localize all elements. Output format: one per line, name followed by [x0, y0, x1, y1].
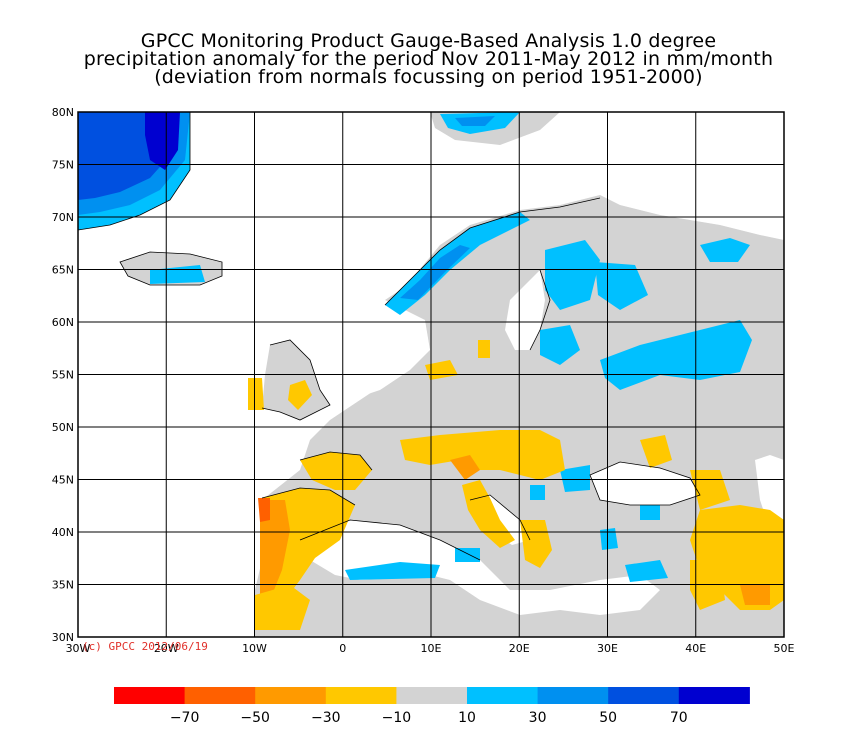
- lon-tick-label: 0: [339, 642, 346, 655]
- lat-tick-label: 70N: [52, 211, 74, 224]
- colorbar-swatch: [255, 687, 327, 704]
- finland-blue: [545, 240, 600, 310]
- colorbar-tick-label: 30: [528, 710, 547, 726]
- caucasus-orange: [690, 505, 784, 610]
- colorbar-tick-label: 50: [599, 710, 618, 726]
- black-sea: [590, 462, 700, 505]
- lat-tick-label: 65N: [52, 264, 74, 277]
- iran-dark-orange: [740, 585, 770, 605]
- lat-tick-label: 60N: [52, 316, 74, 329]
- colorbar: [114, 687, 750, 704]
- baltic-orange: [478, 340, 490, 358]
- sweden-south-blue: [540, 325, 580, 365]
- lon-tick-label: 30W: [66, 642, 91, 655]
- central-europe-orange: [400, 430, 565, 480]
- lat-tick-label: 75N: [52, 159, 74, 172]
- lon-tick-label: 40E: [685, 642, 706, 655]
- colorbar-tick-label: 10: [458, 710, 476, 726]
- baltic-sea: [505, 270, 545, 350]
- lon-tick-label: 50E: [774, 642, 795, 655]
- colorbar-swatch: [325, 687, 397, 704]
- east-europe-orange: [640, 435, 672, 468]
- portugal-dark-orange: [258, 498, 270, 522]
- graticule: [77, 111, 785, 638]
- arctic-russia-blue: [700, 238, 750, 262]
- balkans-blue: [530, 485, 545, 500]
- colorbar-tick-label: −50: [240, 710, 270, 726]
- colorbar-swatch: [184, 687, 256, 704]
- north-sea: [330, 320, 430, 400]
- colorbar-tick-label: −30: [311, 710, 341, 726]
- anomaly-fields: [78, 112, 784, 637]
- lon-tick-label: 10E: [421, 642, 442, 655]
- map-title-line3: (deviation from normals focussing on per…: [154, 66, 703, 88]
- colorbar-swatch: [678, 687, 750, 704]
- italy-orange: [462, 480, 515, 548]
- colorbar-tick-label: −10: [381, 710, 412, 726]
- colorbar-swatch: [467, 687, 539, 704]
- copyright-note: (c) GPCC 2012/06/19: [82, 640, 208, 653]
- colorbar-swatch: [396, 687, 468, 704]
- uk-east-orange: [288, 380, 312, 410]
- lat-tick-label: 80N: [52, 106, 74, 119]
- russia-west-blue: [600, 320, 752, 390]
- greenland-navy: [145, 112, 180, 170]
- lon-tick-label: 30E: [597, 642, 618, 655]
- colorbar-tick-label: −70: [169, 710, 200, 726]
- north-africa-blue: [345, 562, 440, 580]
- cyprus-blue: [625, 560, 668, 582]
- alps-orange: [450, 455, 480, 480]
- lon-tick-label: 20W: [154, 642, 179, 655]
- lat-tick-label: 35N: [52, 579, 74, 592]
- map-frame: [77, 111, 785, 638]
- north-africa-orange: [255, 585, 310, 630]
- lon-tick-label: 20E: [509, 642, 530, 655]
- colorbar-tick-label: 70: [669, 710, 688, 726]
- coastlines: [77, 112, 701, 561]
- lon-tick-label: 10W: [242, 642, 267, 655]
- longitude-axis: 30W 20W 10W 0 10E 20E 30E 40E 50E: [66, 642, 795, 655]
- lat-tick-label: 45N: [52, 474, 74, 487]
- turkey-blue: [600, 528, 618, 550]
- iberia-west-orange: [260, 500, 290, 600]
- uk-orange: [248, 378, 264, 410]
- uk-land: [262, 340, 330, 420]
- france-light-orange: [300, 452, 372, 490]
- black-sea-coast-blue: [560, 465, 590, 492]
- norway-coast-mid-blue: [400, 245, 470, 300]
- lat-tick-label: 30N: [52, 631, 74, 644]
- svalbard-mid-blue: [455, 116, 495, 126]
- lat-tick-label: 55N: [52, 369, 74, 382]
- colorbar-swatch: [114, 687, 186, 704]
- sicily-blue: [455, 548, 480, 562]
- russia-north-blue: [595, 262, 648, 310]
- lat-tick-label: 50N: [52, 421, 74, 434]
- lat-tick-label: 40N: [52, 526, 74, 539]
- turkey-north-blue: [640, 505, 660, 520]
- colorbar-swatch: [537, 687, 609, 704]
- map-title-line1: GPCC Monitoring Product Gauge-Based Anal…: [140, 30, 717, 52]
- mediterranean-sea: [300, 520, 660, 615]
- map-title-line2: precipitation anomaly for the period Nov…: [83, 48, 774, 70]
- latitude-axis: 80N 75N 70N 65N 60N 55N 50N 45N 40N 35N 30N: [52, 106, 74, 644]
- colorbar-swatch: [608, 687, 680, 704]
